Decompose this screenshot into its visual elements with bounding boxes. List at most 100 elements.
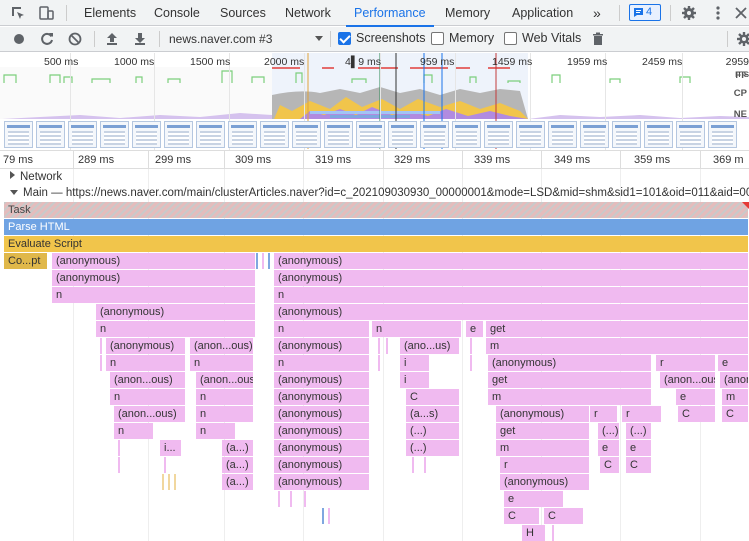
device-toolbar-icon[interactable] (38, 5, 54, 21)
flame-bar[interactable]: e (466, 321, 484, 337)
screenshot-thumbnail[interactable] (132, 121, 161, 148)
flame-bar[interactable]: (anonymous) (500, 474, 590, 490)
flame-bar[interactable]: n (196, 389, 254, 405)
flame-bar-compile[interactable]: Co...pt (4, 253, 48, 269)
flame-bar[interactable]: n (190, 355, 254, 371)
screenshot-thumbnail[interactable] (612, 121, 641, 148)
tab-network[interactable]: Network (285, 6, 331, 20)
screenshot-thumbnail[interactable] (388, 121, 417, 148)
screenshot-thumbnail[interactable] (708, 121, 737, 148)
tab-console[interactable]: Console (154, 6, 200, 20)
screenshot-thumbnail[interactable] (548, 121, 577, 148)
tab-application[interactable]: Application (512, 6, 574, 20)
flame-bar[interactable]: (anonymous) (274, 389, 370, 405)
flame-bar[interactable]: (anonymous) (52, 253, 256, 269)
flame-bar[interactable]: (anonymous) (274, 372, 370, 388)
screenshot-thumbnail[interactable] (292, 121, 321, 148)
download-profile-icon[interactable] (132, 31, 148, 47)
flame-bar[interactable]: e (626, 440, 652, 456)
flame-bar[interactable]: (anonymous) (274, 338, 370, 354)
tab-elements[interactable]: Elements (84, 6, 137, 20)
flame-bar[interactable]: (anonymous) (274, 440, 370, 456)
flame-bar[interactable]: n (372, 321, 462, 337)
timeline-overview[interactable]: 500 ms 1000 ms 1500 ms 2000 ms 4▌9 ms 95… (0, 53, 749, 151)
flame-bar[interactable]: i (400, 355, 430, 371)
screenshot-thumbnail[interactable] (260, 121, 289, 148)
network-track-header[interactable]: Network (0, 169, 62, 185)
screenshot-thumbnail[interactable] (484, 121, 513, 148)
flame-bar[interactable]: C (504, 508, 540, 524)
close-devtools-icon[interactable] (733, 5, 749, 21)
flame-bar[interactable]: r (500, 457, 590, 473)
webvitals-checkbox[interactable] (504, 32, 517, 45)
settings-gear-icon[interactable] (681, 5, 697, 21)
flame-bar[interactable]: C (722, 406, 749, 422)
garbage-collect-icon[interactable] (590, 31, 606, 47)
tab-memory[interactable]: Memory (445, 6, 491, 20)
flame-bar[interactable]: e (718, 355, 749, 371)
more-options-icon[interactable] (710, 5, 726, 21)
flame-bar[interactable]: n (52, 287, 256, 303)
record-icon[interactable] (11, 31, 27, 47)
flame-bar[interactable]: (anonymous) (274, 423, 370, 439)
flame-bar[interactable]: m (722, 389, 749, 405)
flame-bar-parse-html[interactable]: Parse HTML (4, 219, 749, 235)
screenshot-thumbnail[interactable] (100, 121, 129, 148)
flame-bar[interactable]: e (598, 440, 620, 456)
flame-bar-task[interactable]: Task (4, 202, 749, 218)
reload-record-icon[interactable] (39, 31, 55, 47)
flame-bar[interactable]: (anonymous) (274, 406, 370, 422)
flame-bar[interactable]: (anonymous) (274, 474, 370, 490)
flame-bar[interactable]: (anonymous) (274, 270, 749, 286)
flame-bar[interactable]: C (678, 406, 716, 422)
screenshot-thumbnail[interactable] (356, 121, 385, 148)
flame-bar[interactable]: (anonymous) (274, 457, 370, 473)
flame-bar[interactable]: C (406, 389, 460, 405)
flame-bar[interactable]: (...) (626, 423, 652, 439)
flame-bar[interactable]: n (110, 389, 186, 405)
flame-bar[interactable]: e (676, 389, 716, 405)
flame-bar[interactable]: (anon...ous) (720, 372, 749, 388)
flame-bar[interactable]: (anon...ous) (190, 338, 254, 354)
screenshot-thumbnail[interactable] (580, 121, 609, 148)
flame-bar[interactable]: (anon...ous) (110, 372, 186, 388)
flame-bar[interactable]: H (522, 525, 546, 541)
flame-bar[interactable]: C (600, 457, 620, 473)
flame-bar[interactable]: r (622, 406, 662, 422)
flame-bar[interactable]: n (274, 321, 370, 337)
screenshot-thumbnail[interactable] (228, 121, 257, 148)
flame-bar[interactable]: e (504, 491, 564, 507)
flame-bar[interactable]: (anon...ous) (114, 406, 186, 422)
flame-bar[interactable]: (a...) (222, 440, 254, 456)
flame-bar[interactable]: m (486, 338, 749, 354)
capture-settings-gear-icon[interactable] (736, 31, 749, 47)
flame-bar[interactable]: (anonymous) (106, 338, 186, 354)
screenshot-thumbnail[interactable] (36, 121, 65, 148)
screenshot-thumbnail[interactable] (164, 121, 193, 148)
inspect-element-icon[interactable] (10, 5, 26, 21)
main-track-header[interactable]: Main — https://news.naver.com/main/clust… (0, 185, 749, 201)
flame-bar[interactable]: (anonymous) (488, 355, 652, 371)
tab-performance[interactable]: Performance (346, 0, 434, 27)
flame-bar[interactable]: m (496, 440, 590, 456)
timeline-ruler[interactable]: 79 ms 289 ms 299 ms 309 ms 319 ms 329 ms… (0, 151, 749, 169)
flame-bar[interactable]: (anonymous) (274, 253, 749, 269)
screenshot-thumbnail[interactable] (644, 121, 673, 148)
flame-bar[interactable]: (...) (406, 440, 460, 456)
flame-bar[interactable]: (ano...us) (400, 338, 460, 354)
flame-bar[interactable]: (...) (406, 423, 460, 439)
flame-bar[interactable]: (...) (598, 423, 620, 439)
flame-bar[interactable]: (anonymous) (496, 406, 590, 422)
screenshot-thumbnail[interactable] (68, 121, 97, 148)
flame-bar[interactable]: C (626, 457, 652, 473)
flame-bar[interactable]: r (590, 406, 618, 422)
flame-bar[interactable]: r (656, 355, 716, 371)
clear-icon[interactable] (67, 31, 83, 47)
flame-bar[interactable]: n (106, 355, 186, 371)
more-tabs-button[interactable]: » (593, 5, 601, 21)
flame-bar[interactable]: get (496, 423, 590, 439)
flame-bar[interactable]: i... (160, 440, 182, 456)
flame-bar[interactable]: (a...) (222, 474, 254, 490)
screenshot-thumbnail[interactable] (676, 121, 705, 148)
flame-bar[interactable]: n (196, 406, 254, 422)
